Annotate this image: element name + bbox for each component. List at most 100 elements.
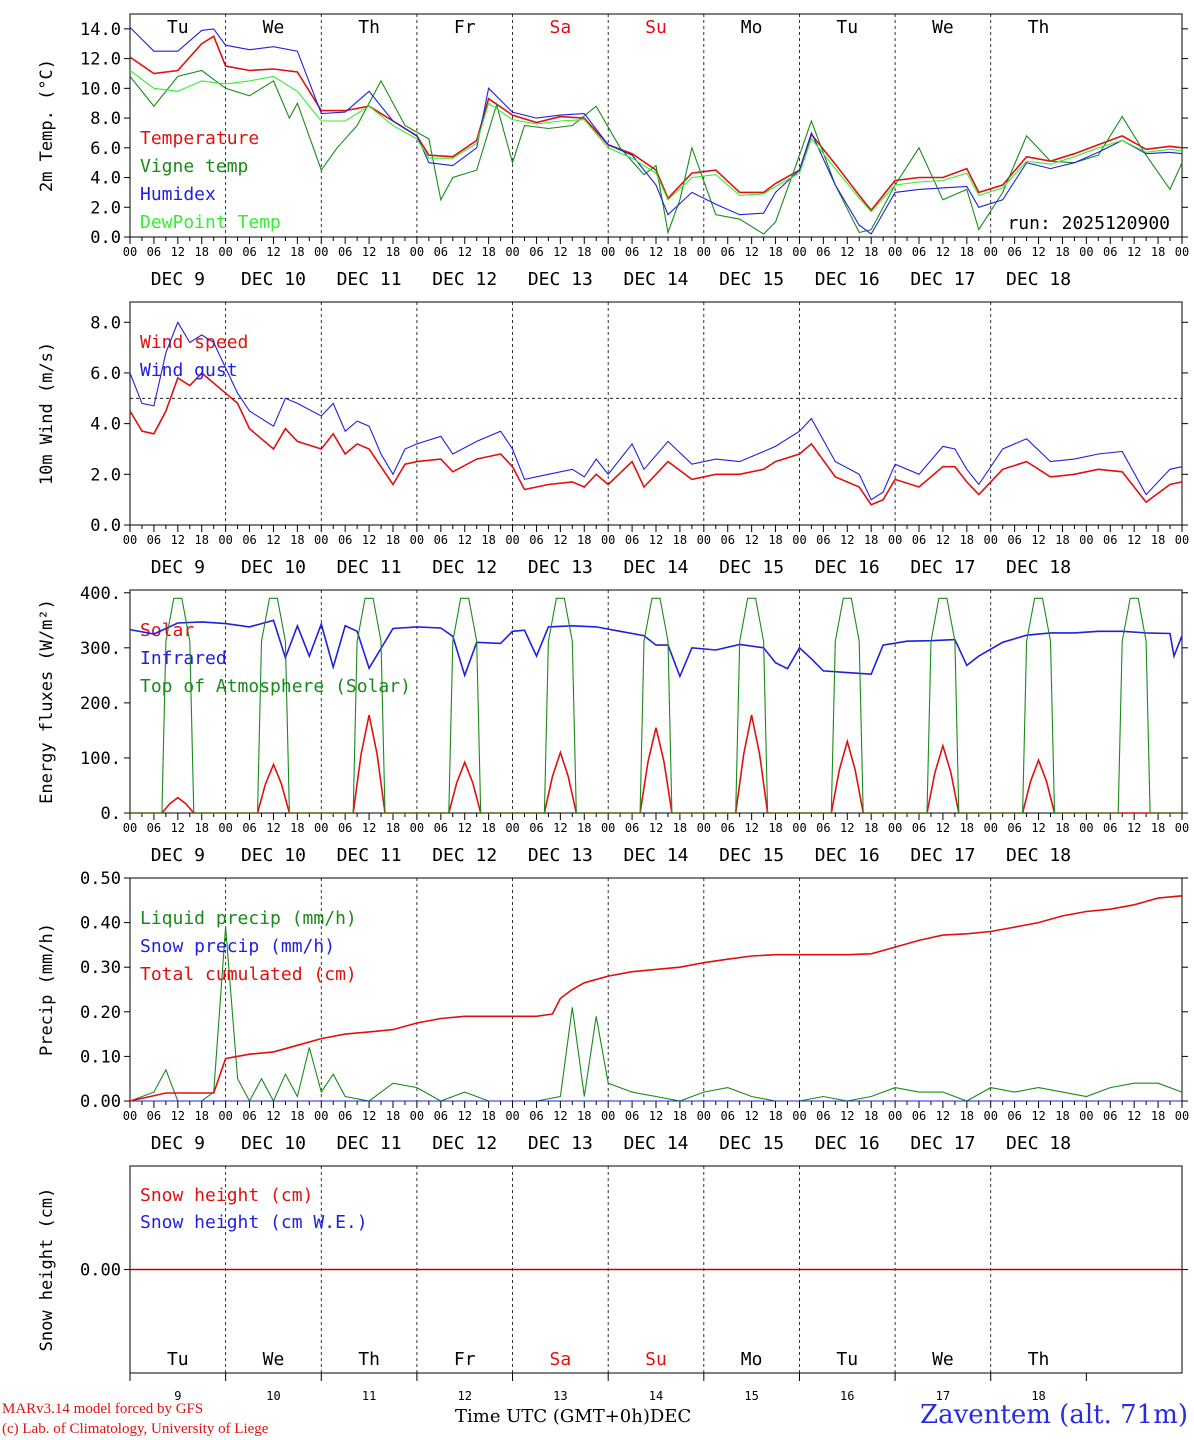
x-hour-label: 06 bbox=[912, 245, 926, 259]
x-date-label: DEC 16 bbox=[815, 557, 880, 578]
y-tick-label: 6.0 bbox=[90, 139, 121, 159]
x-hour-label: 12 bbox=[362, 533, 376, 547]
x-hour-label: 18 bbox=[1151, 1109, 1165, 1123]
x-hour-label: 12 bbox=[458, 245, 472, 259]
x-hour-label: 12 bbox=[840, 533, 854, 547]
x-date-label: DEC 17 bbox=[910, 557, 975, 578]
x-hour-label: 06 bbox=[625, 533, 639, 547]
weekday-label: Su bbox=[645, 1349, 667, 1370]
x-hour-label: 00 bbox=[1079, 1109, 1093, 1123]
x-hour-label: 18 bbox=[1151, 821, 1165, 835]
x-hour-label: 00 bbox=[601, 821, 615, 835]
x-hour-label: 18 bbox=[386, 1109, 400, 1123]
x-hour-label: 06 bbox=[625, 245, 639, 259]
x-hour-label: 18 bbox=[1055, 1109, 1069, 1123]
x-hour-label: 06 bbox=[529, 821, 543, 835]
x-hour-label: 12 bbox=[266, 533, 280, 547]
x-hour-label: 06 bbox=[721, 533, 735, 547]
x-hour-label: 00 bbox=[314, 245, 328, 259]
x-date-label: DEC 14 bbox=[623, 1133, 688, 1154]
x-hour-label: 18 bbox=[577, 245, 591, 259]
x-day-number: 10 bbox=[266, 1389, 280, 1403]
x-day-number: 15 bbox=[744, 1389, 758, 1403]
x-hour-label: 00 bbox=[984, 1109, 998, 1123]
y-tick-label: 10.0 bbox=[80, 79, 121, 99]
x-hour-label: 06 bbox=[912, 1109, 926, 1123]
x-hour-label: 18 bbox=[864, 533, 878, 547]
weekday-label: Tu bbox=[836, 17, 858, 38]
y-tick-label: 8.0 bbox=[90, 313, 121, 333]
x-date-label: DEC 13 bbox=[528, 269, 593, 290]
x-hour-label: 12 bbox=[266, 245, 280, 259]
y-tick-label: 12.0 bbox=[80, 50, 121, 70]
x-hour-label: 18 bbox=[481, 245, 495, 259]
y-tick-label: 6.0 bbox=[90, 364, 121, 384]
x-hour-label: 12 bbox=[936, 533, 950, 547]
weekday-label: Th bbox=[1028, 1349, 1050, 1370]
x-date-label: DEC 9 bbox=[151, 845, 205, 866]
x-date-label: DEC 15 bbox=[719, 845, 784, 866]
x-hour-label: 00 bbox=[601, 245, 615, 259]
x-hour-label: 12 bbox=[171, 245, 185, 259]
x-hour-label: 06 bbox=[816, 245, 830, 259]
x-date-label: DEC 13 bbox=[528, 557, 593, 578]
x-hour-label: 06 bbox=[1103, 533, 1117, 547]
legend-entry: Solar bbox=[140, 620, 194, 641]
x-hour-label: 06 bbox=[912, 821, 926, 835]
x-hour-label: 18 bbox=[577, 533, 591, 547]
weekday-label: Sa bbox=[550, 17, 572, 38]
series-line-lime bbox=[129, 70, 1183, 213]
legend-entry: Vigne temp bbox=[140, 156, 248, 177]
y-tick-label: 0.00 bbox=[80, 1261, 121, 1281]
x-hour-label: 00 bbox=[505, 533, 519, 547]
panel-frame-3 bbox=[129, 589, 1183, 814]
x-hour-label: 12 bbox=[171, 821, 185, 835]
x-hour-label: 12 bbox=[171, 533, 185, 547]
x-hour-label: 12 bbox=[362, 1109, 376, 1123]
x-date-label: DEC 14 bbox=[623, 845, 688, 866]
legend-entry: Snow height (cm) bbox=[140, 1185, 313, 1206]
x-hour-label: 12 bbox=[266, 1109, 280, 1123]
x-date-label: DEC 10 bbox=[241, 1133, 306, 1154]
x-hour-label: 12 bbox=[1127, 245, 1141, 259]
y-tick-label: 0.30 bbox=[80, 958, 121, 978]
y-tick-label: 4.0 bbox=[90, 169, 121, 189]
x-hour-label: 06 bbox=[721, 821, 735, 835]
x-hour-label: 12 bbox=[266, 821, 280, 835]
y-tick-label: 200. bbox=[80, 694, 121, 714]
y-axis-label: Snow height (cm) bbox=[37, 1188, 57, 1352]
x-hour-label: 06 bbox=[434, 821, 448, 835]
series-line-blue bbox=[129, 619, 1183, 679]
x-hour-label: 12 bbox=[744, 821, 758, 835]
x-hour-label: 00 bbox=[218, 245, 232, 259]
footer-credits: MARv3.14 model forced by GFS (c) Lab. of… bbox=[2, 1399, 268, 1439]
series-line-red bbox=[129, 895, 1183, 1102]
x-date-label: DEC 12 bbox=[432, 557, 497, 578]
x-date-label: DEC 18 bbox=[1006, 1133, 1071, 1154]
legend-entry: Wind speed bbox=[140, 332, 248, 353]
x-date-label: DEC 12 bbox=[432, 845, 497, 866]
x-hour-label: 12 bbox=[458, 1109, 472, 1123]
x-hour-label: 12 bbox=[840, 1109, 854, 1123]
x-hour-label: 18 bbox=[290, 245, 304, 259]
x-hour-label: 12 bbox=[553, 1109, 567, 1123]
x-hour-label: 18 bbox=[960, 821, 974, 835]
legend-entry: Temperature bbox=[140, 128, 259, 149]
x-hour-label: 00 bbox=[888, 533, 902, 547]
y-tick-label: 300. bbox=[80, 639, 121, 659]
x-hour-label: 06 bbox=[147, 533, 161, 547]
x-date-label: DEC 10 bbox=[241, 557, 306, 578]
x-hour-label: 18 bbox=[386, 821, 400, 835]
x-hour-label: 06 bbox=[242, 1109, 256, 1123]
x-hour-label: 06 bbox=[147, 1109, 161, 1123]
x-hour-label: 06 bbox=[816, 821, 830, 835]
x-date-label: DEC 14 bbox=[623, 557, 688, 578]
y-tick-label: 100. bbox=[80, 749, 121, 769]
x-hour-label: 18 bbox=[673, 533, 687, 547]
x-day-number: 9 bbox=[174, 1389, 181, 1403]
x-hour-label: 06 bbox=[1103, 821, 1117, 835]
x-hour-label: 12 bbox=[744, 1109, 758, 1123]
y-tick-label: 2.0 bbox=[90, 198, 121, 218]
x-hour-label: 00 bbox=[792, 245, 806, 259]
